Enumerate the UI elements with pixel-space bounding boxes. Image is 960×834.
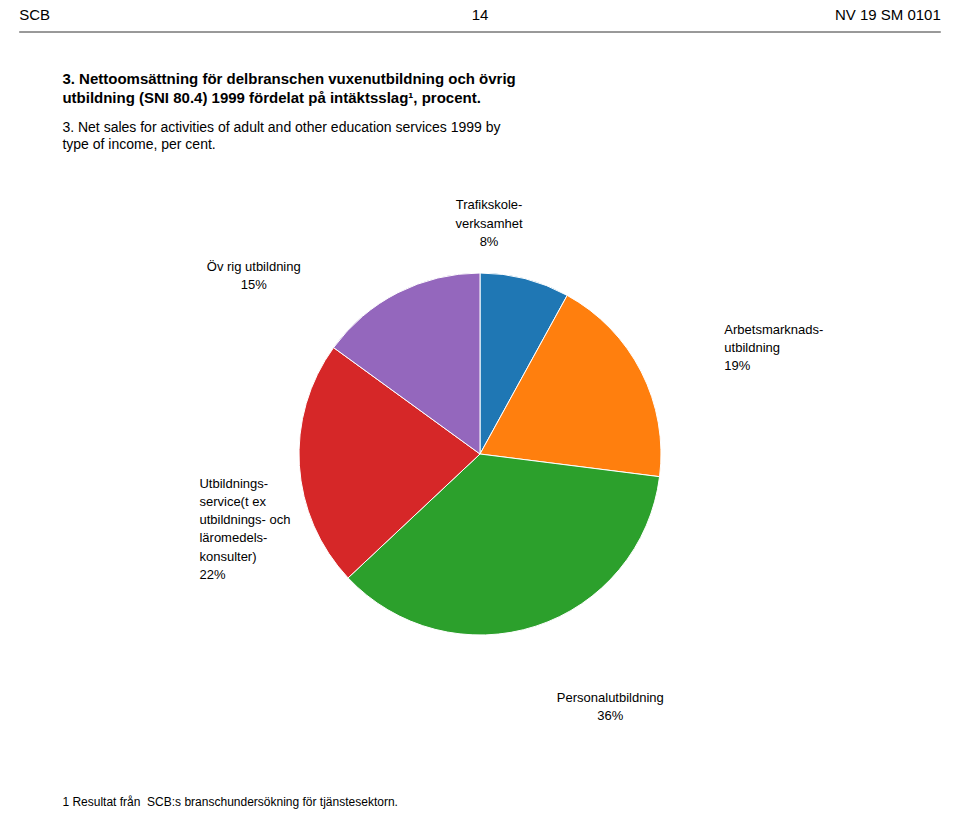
slice-label-line: utbildning [724,340,780,355]
subtitle: 3. Net sales for activities of adult and… [62,119,500,135]
title: 3. Nettoomsättning för delbranschen vuxe… [62,70,515,87]
slice-label-line: läromedels- [199,530,267,545]
slice-label-line: utbildnings- och [199,512,290,527]
slice-label-line: konsulter) [199,549,256,564]
slice-label-line: 22% [199,567,225,582]
slice-label-line: service(t ex [199,494,266,509]
slice-label-line: 8% [480,234,499,249]
footnote: 1 Resultat från SCB:s branschundersöknin… [62,795,398,809]
slice-label-line: Öv rig utbildning [207,259,301,274]
slice-label-line: Utbildnings- [199,476,268,491]
slice-label: Arbetsmarknads-utbildning 19% [724,322,823,373]
chart: SCB 14 NV 19 SM 0101 1 Resultat från SCB:s … [0,0,960,834]
header-rule [19,32,941,33]
header-text: 14 [472,6,489,23]
slice-label-line: verksamhet [455,216,523,231]
pie-slice [334,273,480,454]
slice-label-line: Arbetsmarknads- [724,322,823,337]
pie [299,273,661,635]
subtitle: type of income, per cent. [62,136,215,152]
slice-label: Utbildnings-service(t ex utbildnings- och… [199,476,290,582]
slice-label: Personalutbildning 36% [557,690,664,723]
slice-label: Trafikskole-verksamhet 8% [455,197,523,248]
slice-label-line: 15% [241,277,267,292]
header-text: SCB [19,6,50,23]
slice-label-line: 19% [724,358,750,373]
slice-label-line: 36% [597,708,623,723]
slice-label-line: Trafikskole- [456,197,523,212]
slice-label: Öv rig utbildning 15% [207,259,301,292]
header-text: NV 19 SM 0101 [835,6,941,23]
pie-slice [480,295,661,476]
title: utbildning (SNI 80.4) 1999 fördelat på i… [62,89,480,106]
slice-label-line: Personalutbildning [557,690,664,705]
